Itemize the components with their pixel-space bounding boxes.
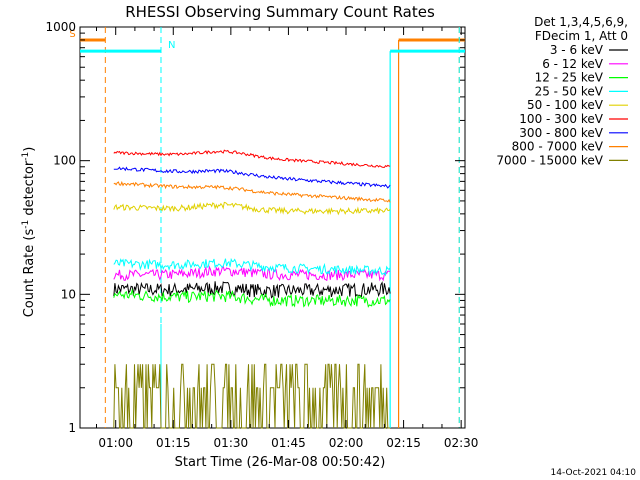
legend: Det 1,3,4,5,6,9, FDecim 1, Att 0 3 - 6 k… xyxy=(496,15,628,167)
plot-frame xyxy=(79,26,466,429)
legend-label: 12 - 25 keV xyxy=(535,71,604,85)
x-axis-ticks: 01:00 01:15 01:30 01:45 02:00 02:15 02:30 xyxy=(96,27,479,450)
x-tick-label: 02:00 xyxy=(329,436,364,450)
flag-label-n: N xyxy=(168,40,175,51)
series-line-3 xyxy=(113,257,391,277)
x-tick-label: 01:30 xyxy=(214,436,249,450)
y-tick-label: 100 xyxy=(53,154,76,168)
series-line-0 xyxy=(113,281,391,299)
x-tick-label: 01:45 xyxy=(271,436,306,450)
legend-label: 800 - 7000 keV xyxy=(512,140,604,154)
series-line-6 xyxy=(113,166,391,189)
y-axis-label-end: ) xyxy=(22,147,37,152)
series-line-2 xyxy=(113,288,391,308)
legend-header-line-1: Det 1,3,4,5,6,9, xyxy=(534,15,628,29)
legend-label: 7000 - 15000 keV xyxy=(496,153,603,167)
chart-title: RHESSI Observing Summary Count Rates xyxy=(125,3,435,21)
legend-label: 3 - 6 keV xyxy=(550,43,604,57)
y-axis-label: Count Rate (s-1 detector-1) xyxy=(21,147,37,318)
x-axis-label: Start Time (26-Mar-08 00:50:42) xyxy=(175,455,386,470)
y-tick-label: 1 xyxy=(68,421,76,435)
y-tick-label: 10 xyxy=(61,287,76,301)
series-line-4 xyxy=(113,201,391,216)
x-tick-label: 02:15 xyxy=(386,436,421,450)
footer-date: 14-Oct-2021 04:10 xyxy=(551,468,637,478)
legend-label: 100 - 300 keV xyxy=(519,112,603,126)
x-tick-label: 01:15 xyxy=(156,436,191,450)
legend-label: 300 - 800 keV xyxy=(519,126,603,140)
legend-label: 25 - 50 keV xyxy=(535,84,604,98)
series-lines xyxy=(113,149,391,429)
legend-label: 50 - 100 keV xyxy=(527,98,604,112)
series-line-7 xyxy=(113,180,391,203)
legend-header-line-2: FDecim 1, Att 0 xyxy=(535,29,628,43)
series-line-8 xyxy=(113,363,391,429)
y-axis-label-sup2: -1 xyxy=(21,152,31,161)
x-tick-label: 02:30 xyxy=(444,436,479,450)
legend-label: 6 - 12 keV xyxy=(542,57,604,71)
y-axis-label-main: Count Rate (s xyxy=(22,229,37,318)
flag-markers: SN xyxy=(69,27,465,428)
series-line-5 xyxy=(113,149,391,168)
flag-label-s: S xyxy=(69,29,75,40)
y-tick-label: 1000 xyxy=(45,20,76,34)
y-axis-ticks: 1 10 100 1000 xyxy=(45,20,465,435)
y-axis-label-mid: detector xyxy=(22,160,37,220)
y-axis-label-sup1: -1 xyxy=(21,220,31,229)
series-line-1 xyxy=(113,264,391,282)
x-tick-label: 01:00 xyxy=(98,436,133,450)
